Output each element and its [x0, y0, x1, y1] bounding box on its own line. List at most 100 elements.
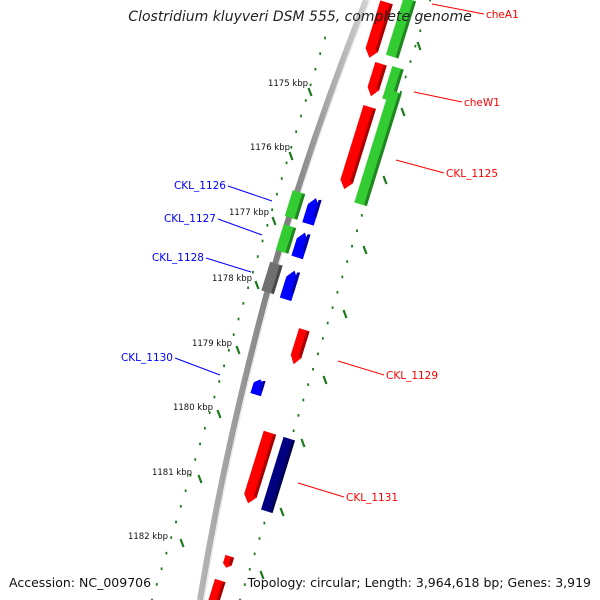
gene-label-CKL_1131[interactable]: CKL_1131 — [346, 492, 398, 504]
outer-tick-dot — [409, 60, 412, 63]
kbp-tick-mark — [179, 538, 185, 548]
gene-CKL_1131-block[interactable] — [242, 430, 277, 506]
inner-tick-dot — [199, 442, 201, 446]
map-title: Clostridium kluyveri DSM 555, complete g… — [128, 9, 472, 25]
inner-tick-dot — [266, 224, 269, 227]
outer-tick-dot — [414, 44, 417, 48]
kbp-tick-mark — [271, 216, 277, 226]
gene-cheA1-green-block-shade — [395, 1, 417, 59]
inner-tick-dot — [300, 114, 302, 118]
inner-tick-dot — [179, 505, 182, 508]
inner-tick-dot — [319, 52, 322, 55]
gene-CKL_1128-block-shade — [291, 272, 301, 294]
gene-cheA1-green-block[interactable] — [385, 0, 417, 59]
gene-label-leader — [297, 482, 345, 498]
outer-tick-dot — [336, 291, 339, 294]
kbp-tick-mark — [197, 474, 203, 484]
gene-edge-red-block-2[interactable] — [208, 578, 226, 600]
gene-CKL_1125-block[interactable] — [338, 105, 376, 191]
outer-tick-mark — [362, 245, 368, 255]
inner-tick-dot — [223, 364, 225, 368]
inner-tick-dot — [170, 536, 173, 539]
gene-labels: cheA1 cheW1 CKL_1125 CKL_1126 CKL_1127 CKL_11… — [121, 3, 519, 504]
gene-CKL_1126-block-shade — [313, 199, 322, 219]
outer-tick-dot — [341, 275, 344, 279]
gene-cheA1-block[interactable] — [363, 0, 393, 59]
gene-label-CKL_1128[interactable]: CKL_1128 — [152, 252, 204, 264]
outer-tick-mark — [300, 438, 306, 448]
gene-CKL_1130-block[interactable] — [250, 378, 266, 397]
gene-cheW1-block-shade — [376, 65, 387, 91]
inner-tick-dot — [304, 99, 307, 102]
gene-label-leader — [174, 357, 221, 376]
inner-tick-dot — [151, 598, 153, 600]
genome-backbone — [197, 0, 369, 600]
gene-label-leader — [217, 218, 263, 236]
kbp-tick-mark — [216, 409, 222, 419]
gene-label-leader — [431, 3, 485, 15]
inner-tick-dot — [175, 520, 177, 524]
gene-CKL_1126-green-block[interactable] — [284, 190, 306, 220]
gene-label-CKL_1130[interactable]: CKL_1130 — [121, 352, 173, 364]
gene-CKL_1129-block-shade — [298, 331, 310, 359]
inner-tick-dot — [276, 192, 278, 196]
kbp-tick-label: 1180 kbp — [173, 403, 213, 413]
gene-edge-red-block[interactable] — [222, 554, 235, 569]
inner-tick-dot — [314, 67, 317, 71]
gene-label-CKL_1125[interactable]: CKL_1125 — [446, 168, 498, 180]
gene-CKL_1126-block-body — [302, 198, 320, 226]
gene-CKL_1126-green-block-body — [284, 190, 306, 220]
gene-CKL_1127-green-block[interactable] — [275, 224, 297, 254]
gene-CKL_1128-block[interactable] — [279, 269, 301, 302]
outer-tick-dot — [404, 75, 407, 79]
gene-label-leader — [205, 257, 252, 273]
inner-tick-dot — [160, 567, 163, 571]
outer-tick-dot — [346, 260, 349, 263]
outer-tick-dot — [317, 352, 319, 356]
outer-tick-dot — [360, 214, 363, 217]
gene-CKL_1125-block-shade — [350, 108, 376, 184]
inner-tick-dot — [271, 208, 274, 212]
gene-cheW1-block[interactable] — [365, 61, 387, 98]
gene-edge-red-block-shade — [229, 557, 235, 566]
gene-label-cheW1[interactable]: cheW1 — [464, 97, 500, 109]
outer-tick-mark — [322, 375, 328, 385]
outer-tick-mark — [342, 309, 348, 319]
kbp-tick-mark — [235, 345, 241, 355]
gene-features — [208, 0, 417, 600]
gene-CKL_1128-gray-block-body — [261, 261, 283, 295]
outer-tick-dot — [307, 383, 310, 386]
gene-label-CKL_1129[interactable]: CKL_1129 — [386, 370, 438, 382]
gene-CKL_1128-gray-block[interactable] — [261, 261, 283, 295]
inner-tick-dot — [309, 83, 312, 87]
gene-edge-red-block-2-body — [208, 578, 226, 600]
gene-CKL_1127-green-block-body — [275, 224, 297, 254]
outer-tick-dot — [297, 414, 300, 417]
inner-tick-dot — [203, 426, 206, 430]
gene-label-leader — [227, 185, 273, 202]
outer-tick-mark — [416, 41, 422, 51]
outer-tick-dot — [321, 337, 324, 340]
gene-label-CKL_1127[interactable]: CKL_1127 — [164, 213, 216, 225]
gene-CKL_1131-navy-block[interactable] — [261, 436, 295, 514]
outer-tick-dot — [258, 537, 261, 540]
gene-CKL_1131-navy-block-shade — [269, 440, 295, 514]
kbp-tick-label: 1179 kbp — [192, 339, 232, 349]
inner-tick-dot — [290, 145, 293, 149]
inner-tick-dot — [324, 36, 326, 40]
outer-tick-dot — [326, 321, 329, 325]
gene-label-leader — [395, 159, 445, 174]
gene-CKL_1126-block[interactable] — [302, 196, 322, 226]
outer-tick-dot — [419, 29, 422, 33]
inner-tick-dot — [261, 239, 264, 243]
gene-cheA1-block-body — [365, 0, 393, 58]
gene-label-leader — [337, 360, 385, 376]
gene-CKL_1125-green-block[interactable] — [354, 89, 402, 207]
gene-label-CKL_1126[interactable]: CKL_1126 — [174, 180, 226, 192]
outer-tick-dot — [263, 521, 266, 525]
gene-label-cheA1[interactable]: cheA1 — [486, 9, 519, 21]
inner-tick-dot — [280, 177, 283, 180]
gene-CKL_1129-block[interactable] — [288, 328, 310, 366]
gene-CKL_1127-block[interactable] — [291, 231, 311, 260]
outer-tick-dot — [239, 598, 241, 600]
